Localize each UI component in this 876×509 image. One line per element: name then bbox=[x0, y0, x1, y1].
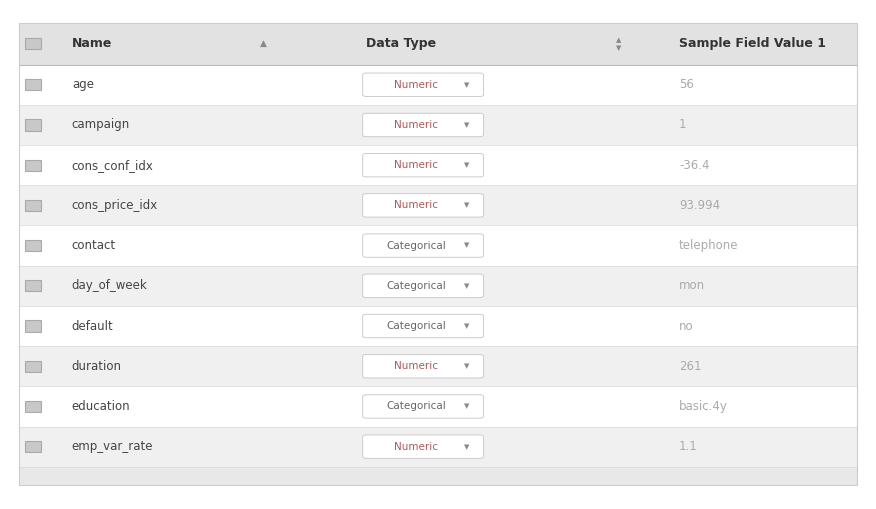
FancyBboxPatch shape bbox=[363, 355, 484, 378]
Text: Name: Name bbox=[72, 37, 112, 50]
Bar bbox=[19, 65, 857, 105]
Text: Categorical: Categorical bbox=[386, 281, 446, 291]
Text: Sample Field Value 1: Sample Field Value 1 bbox=[679, 37, 826, 50]
Text: cons_price_idx: cons_price_idx bbox=[72, 199, 158, 212]
Bar bbox=[19, 467, 857, 485]
Text: ▼: ▼ bbox=[616, 45, 621, 51]
Text: ▲: ▲ bbox=[260, 39, 267, 48]
Text: ▼: ▼ bbox=[463, 203, 469, 208]
Bar bbox=[19, 427, 857, 467]
Text: age: age bbox=[72, 78, 94, 91]
Text: basic.4y: basic.4y bbox=[679, 400, 728, 413]
Bar bbox=[19, 346, 857, 386]
Bar bbox=[25, 441, 41, 452]
Text: Numeric: Numeric bbox=[394, 160, 438, 170]
Text: Categorical: Categorical bbox=[386, 241, 446, 250]
Text: Data Type: Data Type bbox=[366, 37, 436, 50]
Text: Numeric: Numeric bbox=[394, 80, 438, 90]
FancyBboxPatch shape bbox=[363, 193, 484, 217]
Text: Categorical: Categorical bbox=[386, 321, 446, 331]
Bar bbox=[19, 145, 857, 185]
Bar bbox=[25, 321, 41, 332]
Text: ▼: ▼ bbox=[463, 363, 469, 369]
Text: ▼: ▼ bbox=[463, 404, 469, 409]
Text: campaign: campaign bbox=[72, 119, 130, 131]
Text: 56: 56 bbox=[679, 78, 694, 91]
Text: Numeric: Numeric bbox=[394, 442, 438, 451]
Text: cons_conf_idx: cons_conf_idx bbox=[72, 159, 153, 172]
Bar bbox=[25, 240, 41, 251]
Text: default: default bbox=[72, 320, 114, 332]
FancyBboxPatch shape bbox=[363, 395, 484, 418]
Bar bbox=[25, 401, 41, 412]
Bar bbox=[25, 280, 41, 291]
Text: mon: mon bbox=[679, 279, 705, 292]
Text: 1.1: 1.1 bbox=[679, 440, 697, 453]
Bar bbox=[25, 38, 41, 49]
FancyBboxPatch shape bbox=[363, 154, 484, 177]
Bar bbox=[19, 23, 857, 65]
Text: ▼: ▼ bbox=[463, 323, 469, 329]
Text: ▼: ▼ bbox=[463, 162, 469, 168]
Text: duration: duration bbox=[72, 360, 122, 373]
Text: no: no bbox=[679, 320, 694, 332]
Bar bbox=[19, 386, 857, 427]
Bar bbox=[19, 105, 857, 145]
FancyBboxPatch shape bbox=[363, 274, 484, 297]
Text: contact: contact bbox=[72, 239, 116, 252]
Text: Numeric: Numeric bbox=[394, 120, 438, 130]
Text: emp_var_rate: emp_var_rate bbox=[72, 440, 153, 453]
Text: ▼: ▼ bbox=[463, 444, 469, 449]
Text: ▼: ▼ bbox=[463, 82, 469, 88]
Text: 1: 1 bbox=[679, 119, 687, 131]
Bar bbox=[25, 160, 41, 171]
Bar bbox=[25, 200, 41, 211]
Bar bbox=[19, 225, 857, 266]
Bar bbox=[19, 266, 857, 306]
Bar bbox=[25, 361, 41, 372]
Text: ▼: ▼ bbox=[463, 243, 469, 248]
Text: ▲: ▲ bbox=[616, 37, 621, 43]
Text: 261: 261 bbox=[679, 360, 702, 373]
FancyBboxPatch shape bbox=[363, 435, 484, 458]
Text: 93.994: 93.994 bbox=[679, 199, 720, 212]
FancyBboxPatch shape bbox=[363, 113, 484, 137]
Text: ▼: ▼ bbox=[463, 283, 469, 289]
Bar bbox=[25, 119, 41, 131]
Text: telephone: telephone bbox=[679, 239, 738, 252]
Text: day_of_week: day_of_week bbox=[72, 279, 147, 292]
FancyBboxPatch shape bbox=[363, 234, 484, 258]
Text: education: education bbox=[72, 400, 131, 413]
Text: Numeric: Numeric bbox=[394, 361, 438, 371]
Text: -36.4: -36.4 bbox=[679, 159, 710, 172]
Text: Categorical: Categorical bbox=[386, 402, 446, 411]
FancyBboxPatch shape bbox=[363, 315, 484, 338]
Bar bbox=[19, 185, 857, 225]
FancyBboxPatch shape bbox=[363, 73, 484, 97]
Bar bbox=[25, 79, 41, 91]
Bar bbox=[19, 306, 857, 346]
Text: Numeric: Numeric bbox=[394, 201, 438, 210]
Text: ▼: ▼ bbox=[463, 122, 469, 128]
